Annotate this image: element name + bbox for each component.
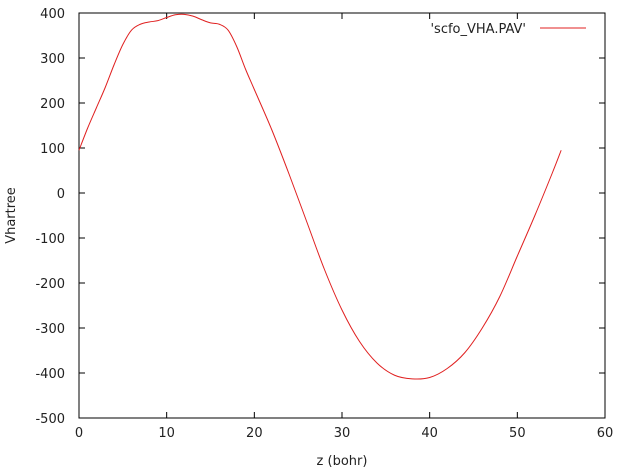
y-axis-label: Vhartree [4, 187, 19, 244]
x-tick-label: 60 [597, 426, 614, 441]
series-line-scfo-vha-pav [78, 13, 562, 380]
y-tick-label: -100 [35, 232, 65, 247]
x-tick-label: 20 [246, 426, 263, 441]
y-tick-label: -400 [35, 367, 65, 382]
y-tick-label: 200 [40, 97, 65, 112]
y-tick-label: -200 [35, 277, 65, 292]
x-tick-label: 40 [421, 426, 438, 441]
y-tick-label: 300 [40, 52, 65, 67]
legend: 'scfo_VHA.PAV' [430, 22, 586, 37]
y-tick-label: 0 [57, 187, 65, 202]
x-tick-label: 50 [509, 426, 526, 441]
x-tick-label: 30 [334, 426, 351, 441]
x-tick-label: 0 [75, 426, 83, 441]
y-tick-label: -300 [35, 322, 65, 337]
x-axis-label: z (bohr) [317, 454, 368, 469]
plot-frame [78, 12, 606, 419]
y-tick-label: -500 [35, 412, 65, 427]
y-tick-label: 100 [40, 142, 65, 157]
legend-label: 'scfo_VHA.PAV' [430, 22, 526, 37]
y-tick-label: 400 [40, 7, 65, 22]
x-tick-label: 10 [158, 426, 175, 441]
